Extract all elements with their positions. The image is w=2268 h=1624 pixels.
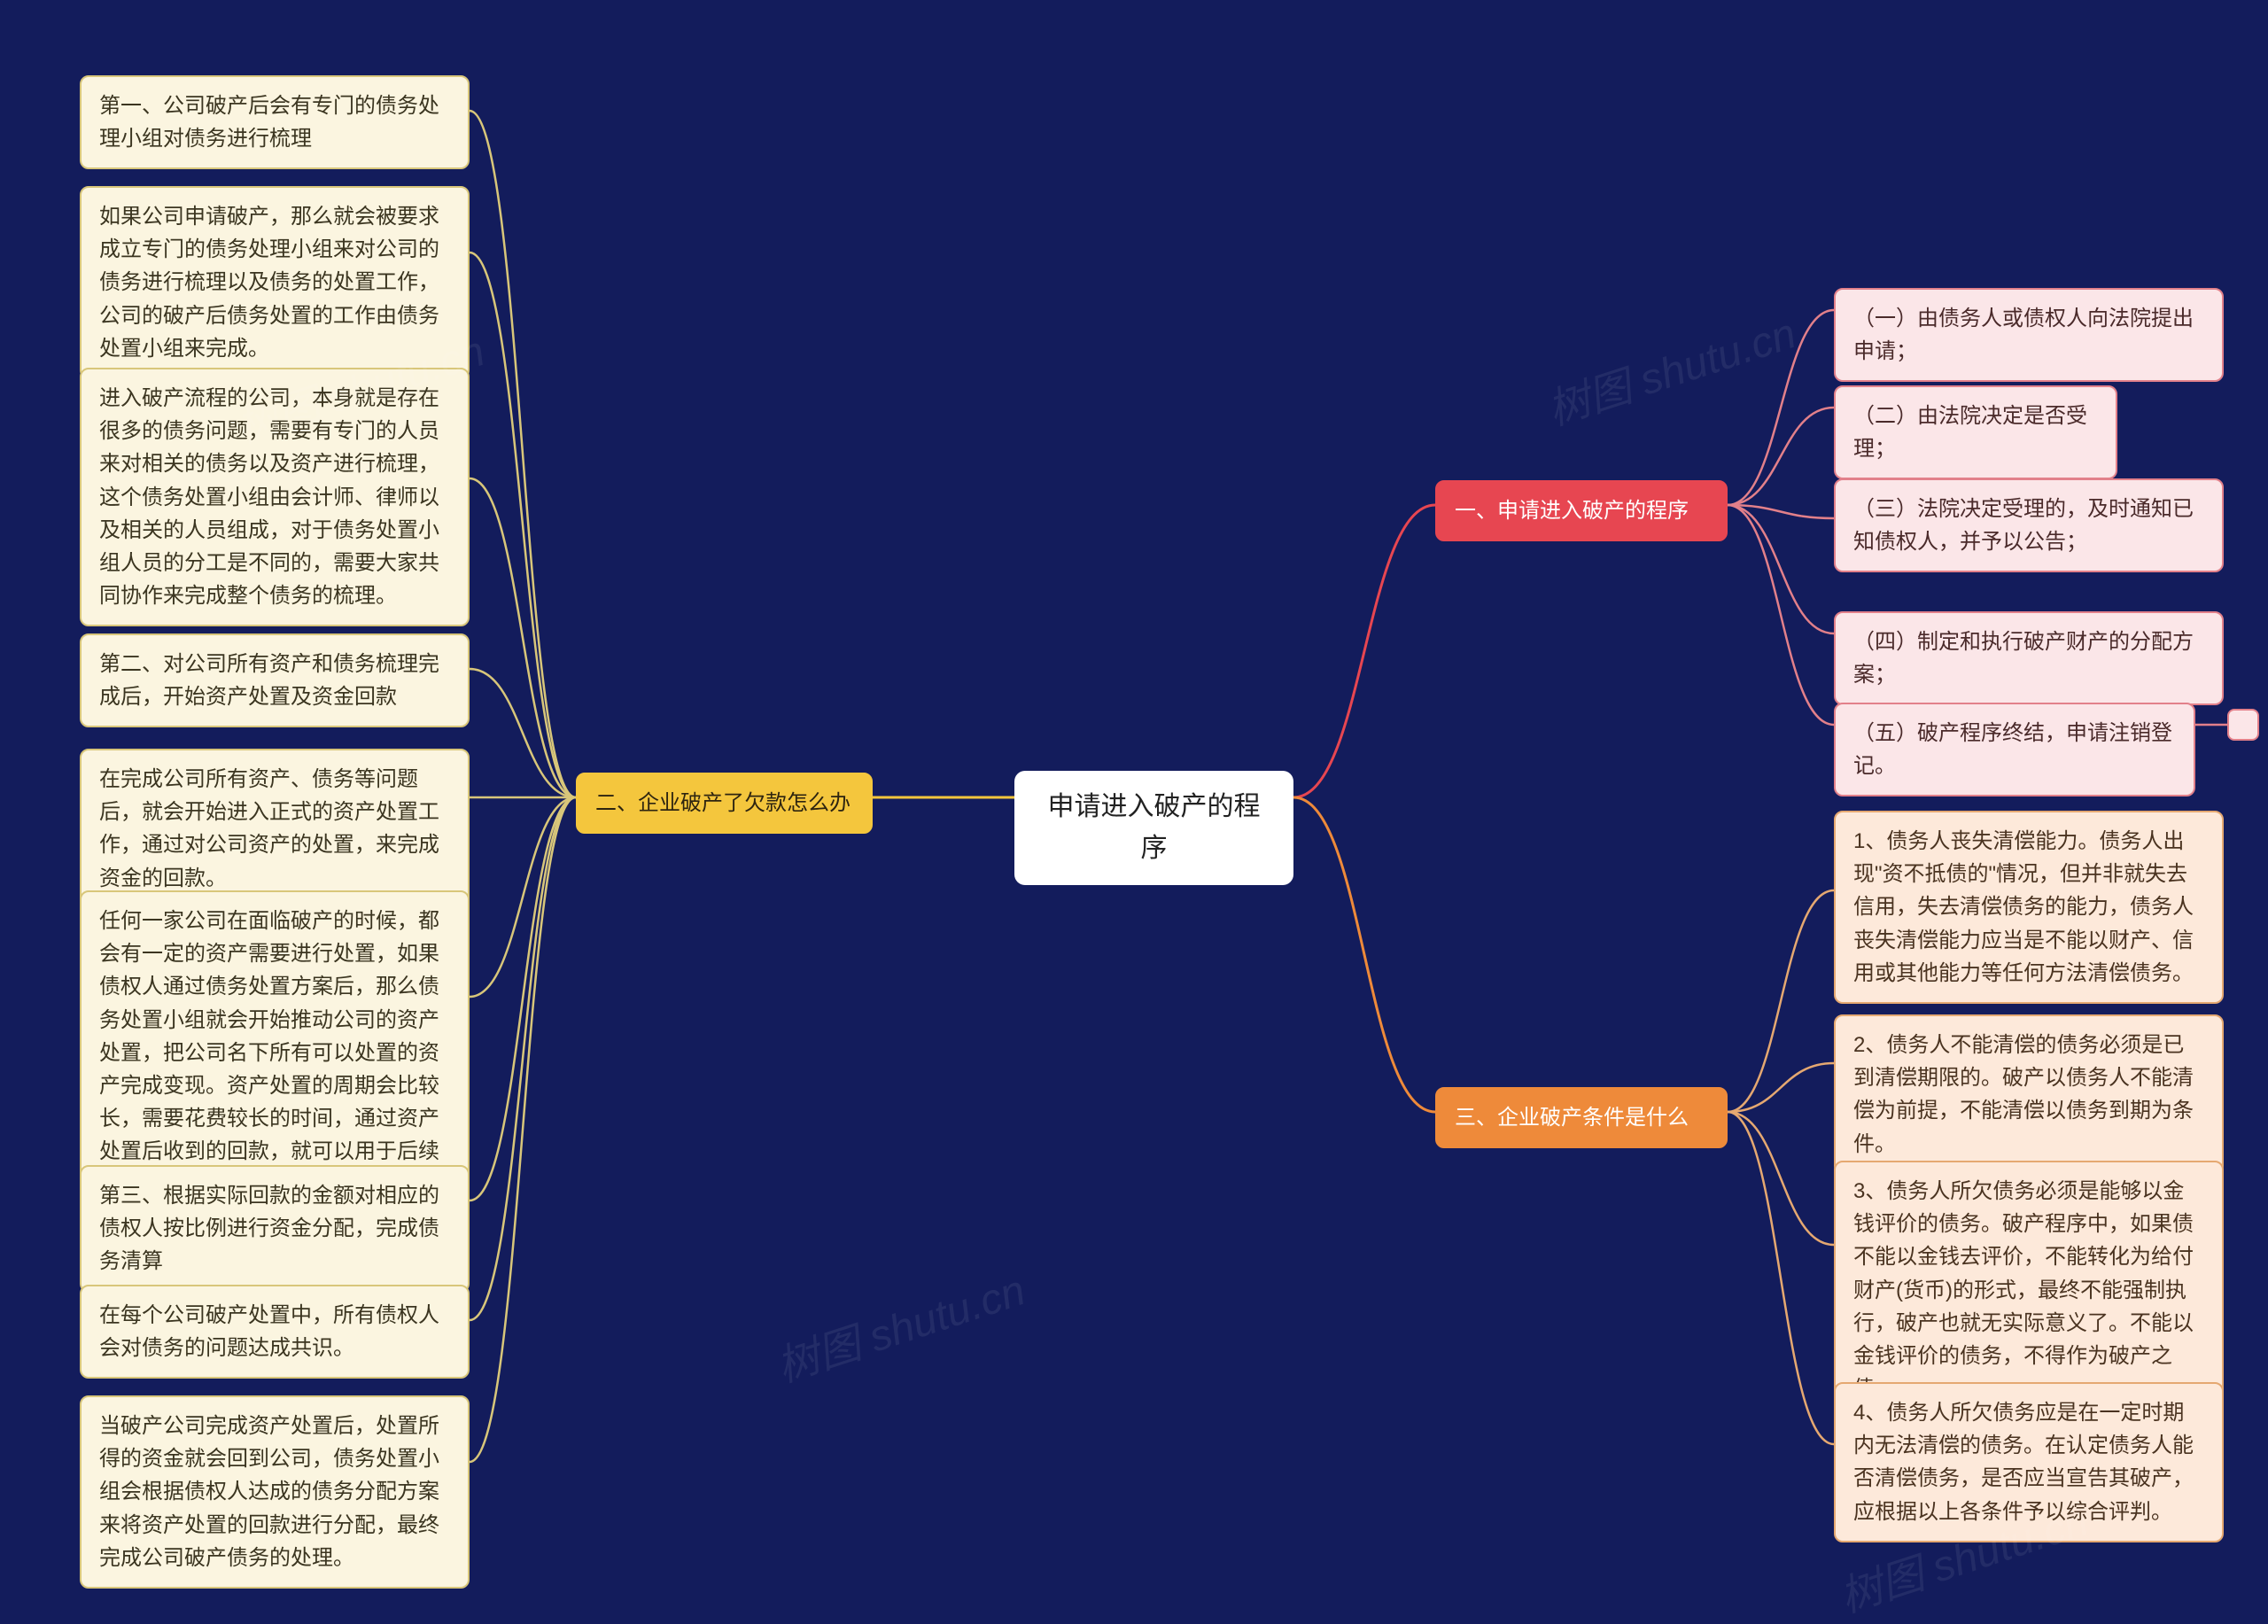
branch1-child-4[interactable]: （四）制定和执行破产财产的分配方案；: [1834, 611, 2224, 705]
branch2-child-3-text: 进入破产流程的公司，本身就是存在很多的债务问题，需要有专门的人员来对相关的债务以…: [99, 386, 439, 608]
branch2-child-2[interactable]: 如果公司申请破产，那么就会被要求成立专门的债务处理小组来对公司的债务进行梳理以及…: [80, 186, 470, 379]
watermark-2: 树图 shutu.cn: [1538, 299, 1802, 437]
branch3-child-3[interactable]: 3、债务人所欠债务必须是能够以金钱评价的债务。破产程序中，如果债不能以金钱去评价…: [1834, 1161, 2224, 1419]
branch3-child-4-text: 4、债务人所欠债务应是在一定时期内无法清偿的债务。在认定债务人能否清偿债务，是否…: [1853, 1401, 2194, 1524]
branch2-label: 二、企业破产了欠款怎么办: [595, 791, 850, 815]
branch2-child-4-text: 第二、对公司所有资产和债务梳理完成后，开始资产处置及资金回款: [99, 652, 439, 709]
branch2-child-4[interactable]: 第二、对公司所有资产和债务梳理完成后，开始资产处置及资金回款: [80, 633, 470, 727]
branch3-child-4[interactable]: 4、债务人所欠债务应是在一定时期内无法清偿的债务。在认定债务人能否清偿债务，是否…: [1834, 1382, 2224, 1542]
branch3-child-2-text: 2、债务人不能清偿的债务必须是已到清偿期限的。破产以债务人不能清偿为前提，不能清…: [1853, 1033, 2194, 1156]
branch3-child-2[interactable]: 2、债务人不能清偿的债务必须是已到清偿期限的。破产以债务人不能清偿为前提，不能清…: [1834, 1014, 2224, 1175]
branch2-child-5[interactable]: 在完成公司所有资产、债务等问题后，就会开始进入正式的资产处置工作，通过对公司资产…: [80, 749, 470, 909]
branch3-child-1[interactable]: 1、债务人丧失清偿能力。债务人出现"资不抵债的"情况，但并非就失去信用，失去清偿…: [1834, 811, 2224, 1004]
root-node[interactable]: 申请进入破产的程序: [1014, 771, 1293, 885]
branch3-child-3-text: 3、债务人所欠债务必须是能够以金钱评价的债务。破产程序中，如果债不能以金钱去评价…: [1853, 1179, 2194, 1401]
branch1-child-3[interactable]: （三）法院决定受理的，及时通知已知债权人，并予以公告；: [1834, 478, 2224, 572]
watermark-2-text: 树图 shutu.cn: [1542, 310, 1802, 434]
branch1-child-5-text: （五）破产程序终结，申请注销登记。: [1853, 721, 2172, 778]
branch2-child-8[interactable]: 在每个公司破产处置中，所有债权人会对债务的问题达成共识。: [80, 1285, 470, 1379]
branch1-node[interactable]: 一、申请进入破产的程序: [1435, 480, 1728, 541]
branch2-child-5-text: 在完成公司所有资产、债务等问题后，就会开始进入正式的资产处置工作，通过对公司资产…: [99, 767, 439, 890]
branch2-child-1[interactable]: 第一、公司破产后会有专门的债务处理小组对债务进行梳理: [80, 75, 470, 169]
watermark-3: 树图 shutu.cn: [767, 1255, 1031, 1394]
branch2-child-1-text: 第一、公司破产后会有专门的债务处理小组对债务进行梳理: [99, 94, 439, 151]
branch1-child-3-text: （三）法院决定受理的，及时通知已知债权人，并予以公告；: [1853, 497, 2194, 554]
root-label: 申请进入破产的程序: [1048, 792, 1261, 863]
branch3-node[interactable]: 三、企业破产条件是什么: [1435, 1087, 1728, 1148]
branch1-child-2-text: （二）由法院决定是否受理；: [1853, 404, 2087, 461]
branch2-child-9[interactable]: 当破产公司完成资产处置后，处置所得的资金就会回到公司，债务处置小组会根据债权人达…: [80, 1395, 470, 1589]
branch3-child-1-text: 1、债务人丧失清偿能力。债务人出现"资不抵债的"情况，但并非就失去信用，失去清偿…: [1853, 829, 2194, 985]
branch1-child-5[interactable]: （五）破产程序终结，申请注销登记。: [1834, 703, 2195, 796]
branch1-label: 一、申请进入破产的程序: [1455, 499, 1689, 523]
branch2-node[interactable]: 二、企业破产了欠款怎么办: [576, 773, 873, 834]
branch1-child-1-text: （一）由债务人或债权人向法院提出申请；: [1853, 307, 2194, 363]
branch1-child-4-text: （四）制定和执行破产财产的分配方案；: [1853, 630, 2194, 687]
branch2-child-6-text: 任何一家公司在面临破产的时候，都会有一定的资产需要进行处置，如果债权人通过债务处…: [99, 909, 439, 1197]
branch1-child-1[interactable]: （一）由债务人或债权人向法院提出申请；: [1834, 288, 2224, 382]
branch2-child-9-text: 当破产公司完成资产处置后，处置所得的资金就会回到公司，债务处置小组会根据债权人达…: [99, 1414, 439, 1570]
branch3-label: 三、企业破产条件是什么: [1455, 1106, 1689, 1130]
watermark-3-text: 树图 shutu.cn: [772, 1267, 1031, 1391]
branch2-child-8-text: 在每个公司破产处置中，所有债权人会对债务的问题达成共识。: [99, 1303, 439, 1360]
branch2-child-7[interactable]: 第三、根据实际回款的金额对相应的债权人按比例进行资金分配，完成债务清算: [80, 1165, 470, 1293]
branch2-child-2-text: 如果公司申请破产，那么就会被要求成立专门的债务处理小组来对公司的债务进行梳理以及…: [99, 205, 439, 361]
branch1-child-5-extra[interactable]: [2227, 709, 2259, 741]
branch2-child-7-text: 第三、根据实际回款的金额对相应的债权人按比例进行资金分配，完成债务清算: [99, 1184, 439, 1273]
branch1-child-2[interactable]: （二）由法院决定是否受理；: [1834, 385, 2117, 479]
branch2-child-3[interactable]: 进入破产流程的公司，本身就是存在很多的债务问题，需要有专门的人员来对相关的债务以…: [80, 368, 470, 626]
